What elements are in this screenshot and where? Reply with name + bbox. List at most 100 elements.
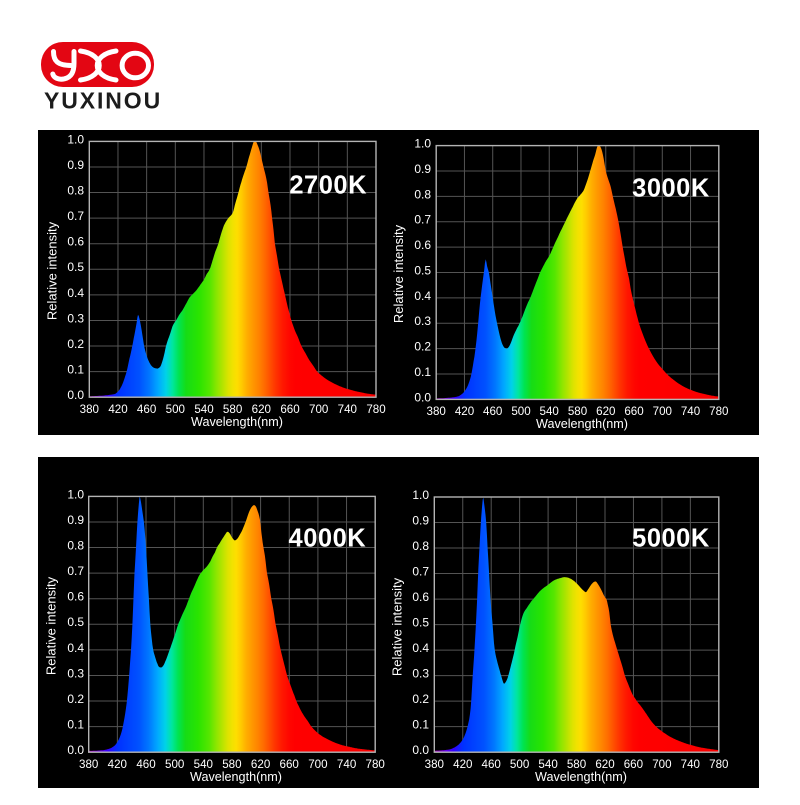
svg-text:Wavelength(nm): Wavelength(nm) [536,417,628,431]
svg-text:740: 740 [681,758,700,771]
svg-text:0.0: 0.0 [67,388,84,402]
svg-text:0.7: 0.7 [67,564,84,578]
svg-text:540: 540 [194,758,213,771]
svg-text:0.4: 0.4 [414,289,431,303]
svg-text:0.4: 0.4 [67,641,84,655]
svg-text:Relative intensity: Relative intensity [389,577,404,676]
svg-text:0.0: 0.0 [412,743,429,757]
svg-text:0.6: 0.6 [412,590,429,604]
svg-text:660: 660 [280,403,299,416]
svg-text:460: 460 [136,758,155,771]
svg-text:380: 380 [427,405,446,418]
svg-text:500: 500 [510,758,529,771]
svg-text:Wavelength(nm): Wavelength(nm) [190,770,282,784]
svg-text:YUXINOU: YUXINOU [44,88,162,114]
svg-text:Relative intensity: Relative intensity [391,224,406,323]
svg-text:3000K: 3000K [632,175,710,203]
svg-text:780: 780 [709,405,728,418]
svg-text:580: 580 [222,758,241,771]
svg-text:660: 660 [624,758,643,771]
svg-text:660: 660 [624,405,643,418]
svg-text:660: 660 [280,758,299,771]
svg-text:740: 740 [338,403,357,416]
svg-text:0.6: 0.6 [67,590,84,604]
svg-text:0.2: 0.2 [412,692,429,706]
svg-text:700: 700 [653,405,672,418]
svg-text:0.2: 0.2 [414,340,431,354]
svg-text:0.2: 0.2 [67,337,84,351]
svg-text:420: 420 [108,403,127,416]
svg-text:380: 380 [79,758,98,771]
svg-text:540: 540 [194,403,213,416]
svg-text:0.5: 0.5 [414,263,431,277]
svg-text:380: 380 [425,758,444,771]
svg-text:0.1: 0.1 [414,365,431,379]
svg-text:0.3: 0.3 [412,667,429,681]
svg-text:540: 540 [538,758,557,771]
svg-text:0.7: 0.7 [67,209,84,223]
svg-text:0.2: 0.2 [67,692,84,706]
svg-text:420: 420 [108,758,127,771]
svg-text:0.4: 0.4 [412,641,429,655]
svg-text:0.8: 0.8 [67,184,84,198]
svg-text:460: 460 [483,405,502,418]
svg-text:0.1: 0.1 [67,363,84,377]
svg-text:620: 620 [252,403,271,416]
svg-text:0.9: 0.9 [414,162,431,176]
svg-text:2700K: 2700K [289,171,367,199]
svg-text:0.8: 0.8 [67,539,84,553]
svg-text:700: 700 [308,758,327,771]
svg-text:780: 780 [366,403,385,416]
svg-text:0.9: 0.9 [67,513,84,527]
svg-text:Wavelength(nm): Wavelength(nm) [535,770,627,784]
svg-text:0.0: 0.0 [67,743,84,757]
svg-text:1.0: 1.0 [412,488,429,502]
svg-text:700: 700 [652,758,671,771]
svg-text:0.6: 0.6 [67,235,84,249]
svg-text:620: 620 [596,405,615,418]
svg-text:0.8: 0.8 [414,187,431,201]
svg-text:500: 500 [165,758,184,771]
svg-text:580: 580 [567,758,586,771]
svg-text:0.3: 0.3 [414,314,431,328]
svg-text:0.1: 0.1 [412,718,429,732]
svg-text:740: 740 [681,405,700,418]
svg-text:420: 420 [455,405,474,418]
svg-text:0.3: 0.3 [67,311,84,325]
svg-text:540: 540 [540,405,559,418]
svg-text:780: 780 [709,758,728,771]
svg-text:700: 700 [309,403,328,416]
svg-text:0.7: 0.7 [414,213,431,227]
svg-text:0.5: 0.5 [67,615,84,629]
svg-text:0.5: 0.5 [412,616,429,630]
svg-text:0.6: 0.6 [414,238,431,252]
svg-text:0.7: 0.7 [412,565,429,579]
svg-text:4000K: 4000K [289,524,367,552]
svg-text:620: 620 [251,758,270,771]
svg-text:0.1: 0.1 [67,718,84,732]
svg-text:1.0: 1.0 [67,487,84,501]
svg-text:Relative intensity: Relative intensity [44,576,59,675]
svg-text:0.9: 0.9 [67,158,84,172]
svg-text:580: 580 [223,403,242,416]
svg-text:Wavelength(nm): Wavelength(nm) [191,415,283,429]
svg-text:780: 780 [366,758,385,771]
svg-text:500: 500 [166,403,185,416]
svg-text:1.0: 1.0 [67,132,84,146]
svg-text:460: 460 [482,758,501,771]
svg-text:0.0: 0.0 [414,390,431,404]
svg-text:500: 500 [511,405,530,418]
svg-text:1.0: 1.0 [414,137,431,151]
svg-text:420: 420 [453,758,472,771]
svg-text:0.5: 0.5 [67,260,84,274]
svg-text:0.3: 0.3 [67,666,84,680]
svg-text:740: 740 [337,758,356,771]
svg-text:620: 620 [595,758,614,771]
svg-text:Relative intensity: Relative intensity [44,221,59,320]
svg-text:0.9: 0.9 [412,513,429,527]
svg-text:580: 580 [568,405,587,418]
svg-text:5000K: 5000K [632,525,710,553]
svg-text:0.4: 0.4 [67,286,84,300]
svg-text:460: 460 [137,403,156,416]
svg-text:0.8: 0.8 [412,539,429,553]
